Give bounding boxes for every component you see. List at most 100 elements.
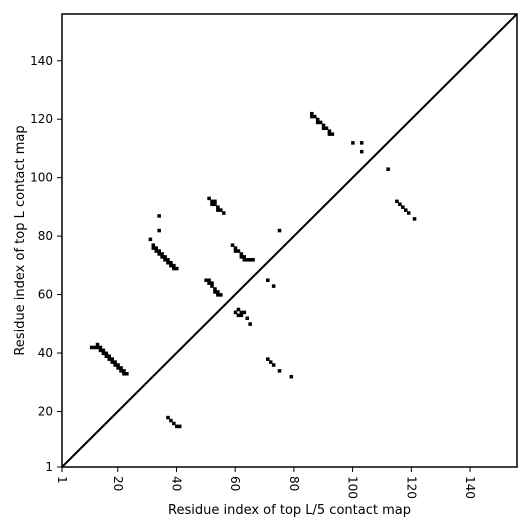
contact-cell (213, 199, 217, 204)
contact-cell (101, 348, 106, 353)
contact-cell (213, 287, 217, 291)
x-axis-label: Residue index of top L/5 contact map (168, 503, 411, 518)
contact-cell (403, 208, 408, 212)
contact-cell (359, 141, 364, 145)
contact-cell (239, 252, 244, 256)
x-ticks: 1 20 40 60 80 100 120 140 (55, 467, 477, 499)
contact-cell (312, 114, 317, 119)
contact-cell (172, 263, 176, 268)
x-tick-label: 140 (463, 476, 477, 499)
y-tick-label: 20 (38, 404, 53, 418)
contact-cell (271, 363, 276, 367)
contact-cell (122, 372, 126, 376)
contact-cell (233, 246, 238, 250)
contact-cell (242, 255, 247, 259)
y-tick-label: 1 (45, 460, 53, 474)
contact-cell (172, 266, 176, 271)
contact-cell (310, 111, 314, 116)
y-tick-label: 140 (30, 54, 53, 68)
contact-cell (233, 310, 238, 315)
contact-cell (154, 249, 159, 253)
contact-cell (310, 114, 314, 119)
contact-cell (104, 351, 109, 356)
x-tick-label: 20 (111, 476, 125, 491)
contact-cell (101, 351, 106, 356)
contact-cell (175, 266, 179, 271)
contact-cell (277, 228, 282, 233)
contact-cell (119, 366, 123, 370)
contact-cell (157, 252, 161, 256)
contact-cell (163, 258, 167, 262)
diagonal-line (61, 13, 518, 468)
contact-cell (221, 211, 226, 215)
contact-cell (245, 316, 250, 321)
contact-cell (95, 342, 100, 347)
contact-cell (169, 263, 173, 268)
contact-cell (266, 357, 270, 361)
contact-cell (398, 202, 402, 207)
x-tick-label: 80 (287, 476, 301, 491)
contact-cell (89, 345, 94, 350)
contact-cell (157, 228, 161, 233)
y-tick-label: 120 (30, 112, 53, 126)
contact-cell (230, 243, 235, 247)
contact-cell (122, 369, 126, 373)
contact-cell (110, 360, 114, 364)
contact-cell (166, 258, 170, 262)
plot-frame (61, 13, 518, 468)
contact-cell (321, 123, 326, 128)
contact-cell (219, 293, 223, 297)
contact-cell (268, 360, 273, 364)
contact-cell (116, 366, 120, 370)
contact-cell (330, 132, 335, 136)
contact-cell (271, 284, 276, 288)
contact-cell (98, 348, 103, 353)
contact-cell (216, 208, 220, 212)
contact-cell (236, 313, 241, 318)
contact-cell (239, 255, 244, 259)
contact-cell (239, 313, 244, 318)
x-tick-label: 40 (169, 476, 183, 491)
contact-cell (359, 149, 364, 154)
contacts-layer (89, 111, 417, 429)
contact-cell (251, 258, 255, 262)
x-tick-label: 120 (404, 476, 418, 499)
contact-cell (327, 129, 332, 133)
contact-cell (318, 120, 323, 125)
contact-cell (242, 310, 247, 315)
contact-cell (213, 290, 217, 294)
contact-cell (327, 132, 332, 136)
contact-cell (148, 237, 153, 242)
contact-cell (172, 421, 176, 426)
contact-cell (116, 363, 120, 367)
contact-cell (210, 284, 214, 288)
contact-cell (113, 360, 117, 364)
contact-cell (213, 202, 217, 207)
contact-cell (163, 255, 167, 259)
contact-cell (125, 372, 129, 376)
contact-cell (386, 167, 390, 171)
contact-cell (289, 374, 294, 379)
contact-cell (412, 217, 417, 221)
contact-cell (104, 354, 109, 359)
contact-cell (401, 205, 405, 209)
contact-cell (242, 258, 247, 262)
y-tick-label: 100 (30, 171, 53, 185)
contact-cell (175, 424, 179, 429)
x-tick-label: 1 (55, 476, 69, 484)
contact-cell (92, 345, 97, 350)
contact-cell (248, 322, 252, 326)
contact-cell (395, 199, 399, 204)
contact-cell (216, 205, 220, 209)
contact-cell (169, 260, 173, 265)
y-axis-label: Residue index of top L contact map (13, 125, 28, 355)
contact-cell (169, 418, 173, 423)
contact-cell (166, 260, 170, 265)
contact-cell (204, 278, 208, 283)
contact-cell (177, 424, 182, 429)
contact-cell (98, 345, 103, 350)
contact-cell (210, 281, 214, 285)
